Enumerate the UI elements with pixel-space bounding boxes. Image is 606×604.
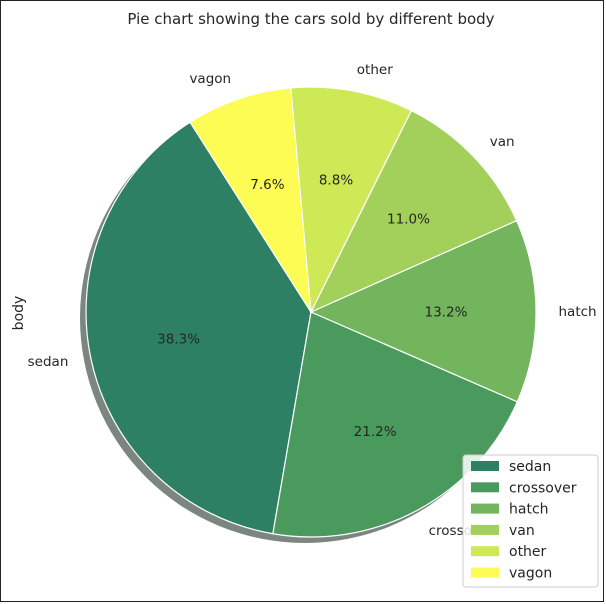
pie-slice-hatch bbox=[309, 219, 537, 403]
pie-slice-other bbox=[290, 86, 413, 315]
legend-label-van: van bbox=[509, 523, 535, 539]
slice-percent-vagon: 7.6% bbox=[250, 177, 284, 193]
pie-slice-crossover bbox=[272, 311, 519, 538]
slice-label-vagon: vagon bbox=[189, 71, 231, 87]
legend-label-vagon: vagon bbox=[509, 566, 552, 582]
legend-swatch-sedan bbox=[471, 461, 499, 471]
legend-label-sedan: sedan bbox=[509, 459, 551, 475]
slice-label-hatch: hatch bbox=[559, 304, 597, 320]
pie-slice-van bbox=[309, 109, 518, 314]
legend-swatch-crossover bbox=[471, 482, 499, 493]
slice-label-sedan: sedan bbox=[28, 354, 69, 370]
slice-percent-van: 11.0% bbox=[387, 212, 430, 228]
legend-label-hatch: hatch bbox=[509, 502, 549, 518]
slice-percent-labels: 38.3% 21.2% 13.2% 11.0% 8.8% 7.6% bbox=[157, 172, 468, 440]
legend-label-other: other bbox=[509, 544, 547, 560]
legend-swatch-van bbox=[471, 524, 499, 535]
slice-percent-hatch: 13.2% bbox=[425, 305, 468, 321]
legend-swatch-hatch bbox=[471, 503, 499, 514]
legend-swatch-other bbox=[471, 546, 499, 557]
slice-percent-sedan: 38.3% bbox=[157, 332, 200, 348]
y-axis-label: body bbox=[11, 296, 27, 331]
legend-swatch-vagon bbox=[471, 567, 499, 578]
pie-slice-sedan bbox=[85, 121, 312, 535]
chart-title: Pie chart showing the cars sold by diffe… bbox=[127, 10, 494, 28]
legend-label-crossover: crossover bbox=[509, 480, 577, 496]
slice-category-labels: sedan crossover hatch van other vagon bbox=[28, 62, 597, 539]
slice-label-van: van bbox=[490, 134, 515, 150]
legend: sedan crossover hatch van other vagon bbox=[462, 454, 599, 588]
slice-label-other: other bbox=[357, 62, 393, 78]
slice-percent-crossover: 21.2% bbox=[354, 424, 397, 440]
pie-slice-vagon bbox=[189, 87, 312, 313]
slice-percent-other: 8.8% bbox=[319, 172, 353, 188]
pie-slices bbox=[85, 86, 537, 538]
